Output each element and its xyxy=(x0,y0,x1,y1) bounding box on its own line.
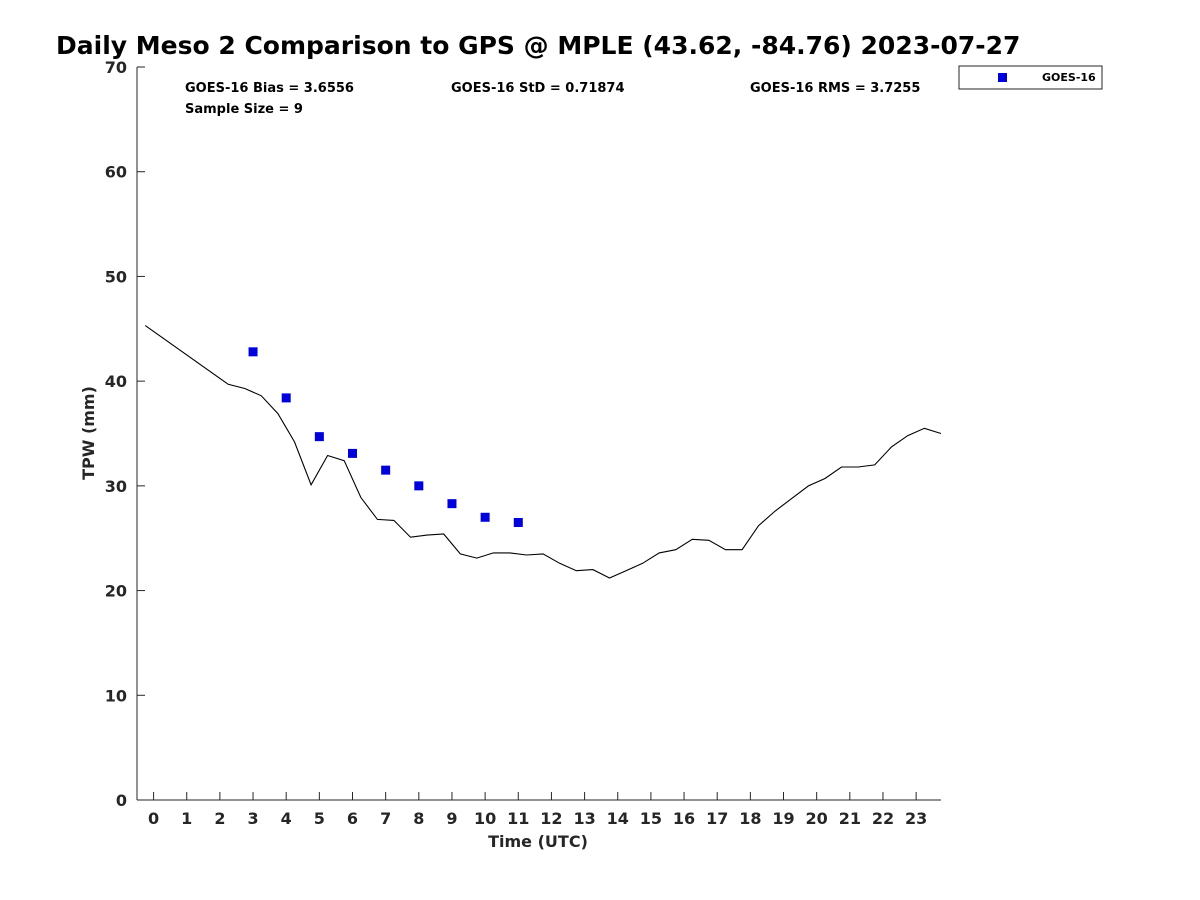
goes16-point xyxy=(348,448,358,458)
stat-sample-size: Sample Size = 9 xyxy=(185,102,303,117)
y-tick-label: 10 xyxy=(105,686,127,705)
y-tick-label: 0 xyxy=(116,791,127,810)
goes16-point xyxy=(414,481,424,491)
x-tick-label: 15 xyxy=(640,809,662,828)
legend: GOES-16 xyxy=(958,65,1103,90)
x-ticks: 0 1 2 3 4 5 6 7 8 9 10 11 12 13 14 15 16 17 18 19 20 21 22 23 xyxy=(148,792,927,828)
legend-label-goes16: GOES-16 xyxy=(1042,71,1096,84)
x-tick-label: 4 xyxy=(281,809,292,828)
x-tick-label: 11 xyxy=(507,809,529,828)
goes16-point xyxy=(248,347,258,357)
goes16-point xyxy=(513,518,523,528)
x-tick-label: 16 xyxy=(673,809,695,828)
goes16-point xyxy=(447,499,457,509)
axes xyxy=(136,67,941,801)
y-axis-label: TPW (mm) xyxy=(79,386,98,480)
x-tick-label: 7 xyxy=(380,809,391,828)
y-tick-label: 40 xyxy=(105,372,127,391)
x-tick-label: 6 xyxy=(347,809,358,828)
y-ticks: 0 10 20 30 40 50 60 70 xyxy=(105,58,145,810)
goes16-point xyxy=(381,465,391,475)
plot-area xyxy=(144,325,942,579)
x-tick-label: 13 xyxy=(573,809,595,828)
x-tick-label: 0 xyxy=(148,809,159,828)
goes16-point xyxy=(480,512,490,522)
x-tick-label: 9 xyxy=(446,809,457,828)
stat-rms: GOES-16 RMS = 3.7255 xyxy=(750,81,920,96)
x-tick-label: 17 xyxy=(706,809,728,828)
x-tick-label: 20 xyxy=(806,809,828,828)
x-tick-label: 19 xyxy=(772,809,794,828)
legend-box xyxy=(958,65,1103,90)
x-tick-label: 22 xyxy=(872,809,894,828)
x-tick-label: 10 xyxy=(474,809,496,828)
stat-bias: GOES-16 Bias = 3.6556 xyxy=(185,81,354,96)
x-tick-label: 14 xyxy=(607,809,629,828)
y-tick-label: 30 xyxy=(105,477,127,496)
goes16-point xyxy=(281,393,291,403)
y-tick-label: 70 xyxy=(105,58,127,77)
gps-tpw-line xyxy=(144,325,942,579)
x-tick-label: 3 xyxy=(247,809,258,828)
y-tick-label: 60 xyxy=(105,163,127,182)
chart-title: Daily Meso 2 Comparison to GPS @ MPLE (4… xyxy=(56,31,1020,60)
x-tick-label: 12 xyxy=(540,809,562,828)
y-tick-label: 20 xyxy=(105,582,127,601)
x-tick-label: 5 xyxy=(314,809,325,828)
x-tick-label: 1 xyxy=(181,809,192,828)
x-tick-label: 21 xyxy=(839,809,861,828)
goes16-point xyxy=(314,432,324,442)
legend-marker-goes16 xyxy=(998,73,1007,82)
y-tick-label: 50 xyxy=(105,267,127,286)
stat-std: GOES-16 StD = 0.71874 xyxy=(451,81,625,96)
x-axis-label: Time (UTC) xyxy=(488,832,588,851)
x-tick-label: 8 xyxy=(413,809,424,828)
x-tick-label: 23 xyxy=(905,809,927,828)
x-tick-label: 2 xyxy=(214,809,225,828)
x-tick-label: 18 xyxy=(739,809,761,828)
